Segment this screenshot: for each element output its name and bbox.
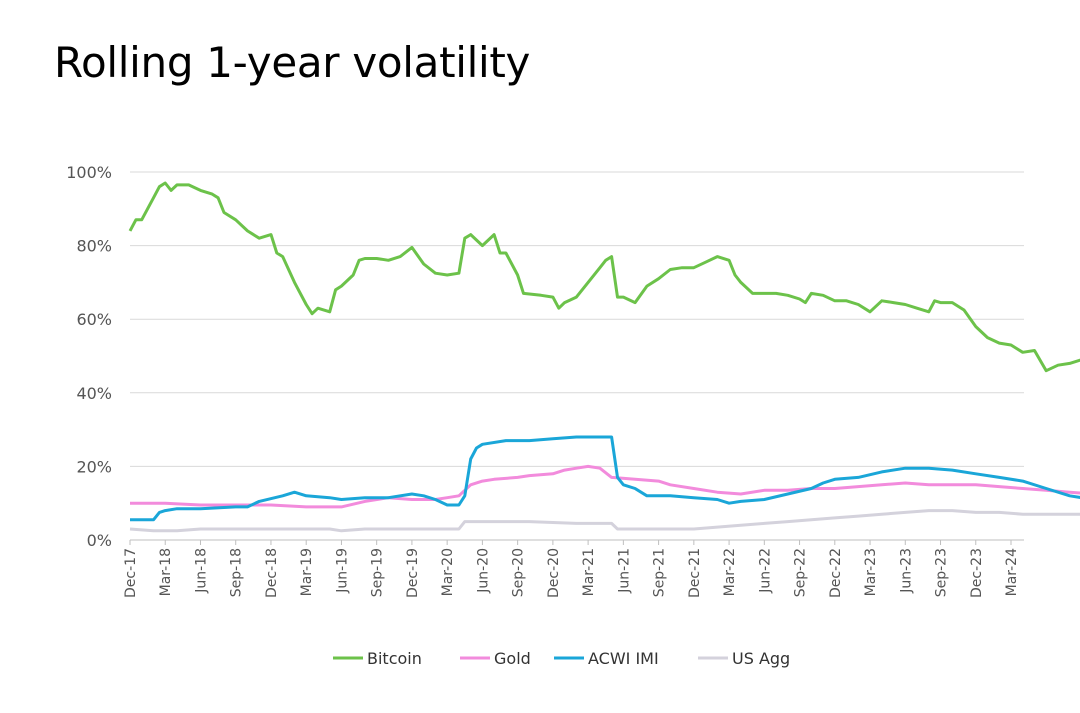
x-tick-label: Dec-18 (264, 548, 280, 598)
y-tick-label: 60% (76, 310, 112, 329)
x-tick-label: Sep-18 (229, 548, 245, 597)
x-axis-ticks: Dec-17 Mar-18 Jun-18 Sep-18 Dec-18 Mar-19 Jun-… (123, 540, 1020, 598)
series-line-bitcoin (128, 181, 1080, 373)
x-tick-label: Dec-19 (405, 548, 421, 598)
x-tick-label: Jun-22 (757, 548, 773, 594)
legend-label: Gold (494, 649, 531, 668)
series-line-acwi-imi (130, 435, 1080, 522)
x-tick-label: Jun-21 (616, 548, 632, 594)
x-tick-label: Dec-17 (123, 548, 139, 598)
series-lines (128, 181, 1080, 533)
y-tick-label: 100% (66, 163, 112, 182)
x-tick-label: Sep-19 (370, 548, 386, 597)
y-tick-label: 0% (87, 531, 112, 550)
y-tick-label: 40% (76, 384, 112, 403)
chart-title: Rolling 1-year volatility (54, 38, 531, 87)
legend-label: ACWI IMI (588, 649, 659, 668)
x-tick-label: Mar-24 (1004, 548, 1020, 596)
x-tick-label: Dec-21 (687, 548, 703, 598)
legend-label: US Agg (732, 649, 790, 668)
x-tick-label: Dec-20 (546, 548, 562, 598)
x-tick-label: Mar-21 (581, 548, 597, 596)
x-tick-label: Mar-22 (722, 548, 738, 596)
grid-lines (130, 171, 1024, 541)
series-line-us-agg (129, 509, 1080, 533)
x-tick-label: Sep-22 (793, 548, 809, 597)
x-tick-label: Mar-18 (158, 548, 174, 596)
x-tick-label: Jun-18 (193, 548, 209, 594)
y-tick-label: 80% (76, 237, 112, 256)
x-tick-label: Mar-19 (299, 548, 315, 596)
x-tick-label: Dec-22 (828, 548, 844, 598)
y-axis-ticks: 0% 20% 40% 60% 80% 100% (66, 163, 112, 550)
y-tick-label: 20% (76, 457, 112, 476)
legend: Bitcoin Gold ACWI IMI US Agg (333, 649, 790, 668)
x-tick-label: Mar-20 (440, 548, 456, 596)
series-line-gold (130, 464, 1080, 509)
x-tick-label: Jun-23 (898, 548, 914, 594)
x-tick-label: Sep-20 (511, 548, 527, 597)
x-tick-label: Sep-23 (934, 548, 950, 597)
x-tick-label: Dec-23 (969, 548, 985, 598)
x-tick-label: Sep-21 (652, 548, 668, 597)
legend-label: Bitcoin (367, 649, 422, 668)
x-tick-label: Jun-20 (475, 548, 491, 594)
x-tick-label: Mar-23 (863, 548, 879, 596)
x-tick-label: Jun-19 (334, 548, 350, 594)
